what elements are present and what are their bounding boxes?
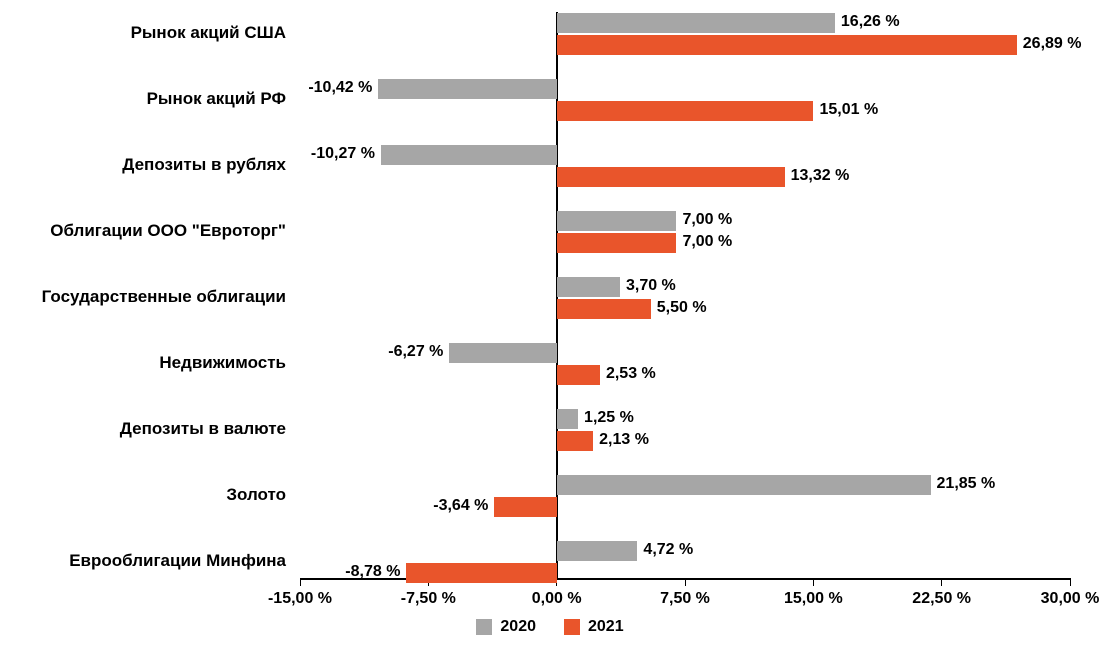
- bar-value-label: -3,64 %: [433, 497, 488, 515]
- category-label: Недвижимость: [0, 353, 286, 373]
- category-label: Облигации ООО "Евроторг": [0, 221, 286, 241]
- bar-2021: [557, 167, 785, 187]
- x-tick-label: 22,50 %: [912, 590, 971, 608]
- bar-value-label: -10,27 %: [311, 145, 375, 163]
- bar-value-label: 26,89 %: [1023, 35, 1082, 53]
- x-tick: [813, 578, 814, 586]
- legend-label: 2021: [588, 618, 624, 636]
- bar-value-label: 13,32 %: [791, 167, 850, 185]
- category-label: Государственные облигации: [0, 287, 286, 307]
- bar-value-label: 7,00 %: [682, 233, 732, 251]
- bar-value-label: 1,25 %: [584, 409, 634, 427]
- x-tick: [1070, 578, 1071, 586]
- legend-swatch: [476, 619, 492, 635]
- bar-2021: [406, 563, 556, 583]
- bar-2020: [557, 541, 638, 561]
- bar-value-label: 2,53 %: [606, 365, 656, 383]
- bar-value-label: -6,27 %: [388, 343, 443, 361]
- bar-2020: [557, 277, 620, 297]
- returns-bar-chart: -15,00 % -7,50 % 0,00 % 7,50 % 15,00 % 22,50 …: [0, 0, 1100, 648]
- legend-label: 2020: [500, 618, 536, 636]
- bar-2021: [557, 431, 593, 451]
- bar-2021: [494, 497, 556, 517]
- category-label: Депозиты в рублях: [0, 155, 286, 175]
- bar-value-label: 3,70 %: [626, 277, 676, 295]
- bar-2021: [557, 365, 600, 385]
- bar-2020: [381, 145, 557, 165]
- category-label: Депозиты в валюте: [0, 419, 286, 439]
- legend-swatch: [564, 619, 580, 635]
- legend-item: 2020: [476, 618, 536, 636]
- x-tick: [300, 578, 301, 586]
- bar-value-label: -8,78 %: [345, 563, 400, 581]
- category-label: Еврооблигации Минфина: [0, 551, 286, 571]
- legend: 2020 2021: [0, 618, 1100, 636]
- bar-value-label: 4,72 %: [643, 541, 693, 559]
- x-tick-label: 0,00 %: [532, 590, 582, 608]
- bar-value-label: 21,85 %: [937, 475, 996, 493]
- bar-2021: [557, 35, 1017, 55]
- bar-value-label: -10,42 %: [308, 79, 372, 97]
- bar-2020: [557, 13, 835, 33]
- bar-2021: [557, 101, 814, 121]
- category-label: Рынок акций РФ: [0, 89, 286, 109]
- bar-value-label: 16,26 %: [841, 13, 900, 31]
- x-tick-label: 30,00 %: [1041, 590, 1100, 608]
- bar-2020: [449, 343, 556, 363]
- x-tick-label: -15,00 %: [268, 590, 332, 608]
- bar-2021: [557, 233, 677, 253]
- bar-value-label: 15,01 %: [820, 101, 879, 119]
- bar-value-label: 7,00 %: [682, 211, 732, 229]
- category-label: Золото: [0, 485, 286, 505]
- bar-value-label: 5,50 %: [657, 299, 707, 317]
- bar-2020: [557, 409, 578, 429]
- bar-2020: [378, 79, 556, 99]
- bar-2021: [557, 299, 651, 319]
- legend-item: 2021: [564, 618, 624, 636]
- x-tick-label: 7,50 %: [660, 590, 710, 608]
- x-tick: [941, 578, 942, 586]
- x-tick: [685, 578, 686, 586]
- x-tick-label: 15,00 %: [784, 590, 843, 608]
- bar-value-label: 2,13 %: [599, 431, 649, 449]
- category-label: Рынок акций США: [0, 23, 286, 43]
- bar-2020: [557, 475, 931, 495]
- bar-2020: [557, 211, 677, 231]
- x-tick-label: -7,50 %: [401, 590, 456, 608]
